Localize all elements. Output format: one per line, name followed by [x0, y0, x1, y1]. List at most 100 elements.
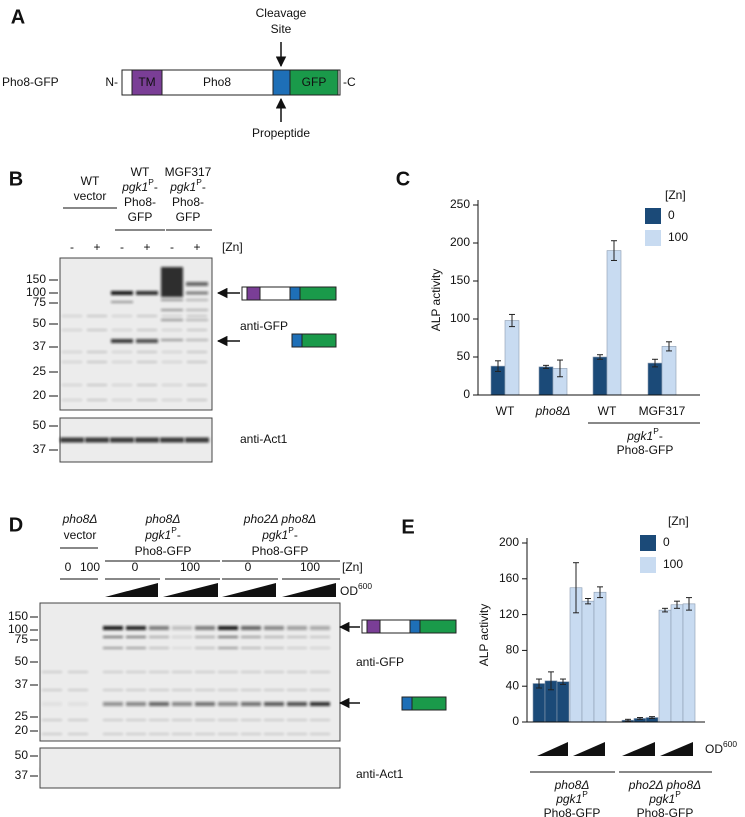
- group-label-run: pgk1: [648, 792, 675, 806]
- legend-title: [Zn]: [665, 188, 686, 202]
- band: [264, 733, 284, 735]
- band: [264, 647, 284, 649]
- band: [87, 361, 107, 363]
- mw-marker: 50: [33, 316, 47, 330]
- group-label: Pho8-GFP: [617, 443, 674, 457]
- domain-label: Pho8: [203, 75, 231, 89]
- group-label-run: pho8Δ: [554, 778, 590, 792]
- mw-marker: 37: [33, 339, 47, 353]
- bar: [670, 604, 684, 723]
- band: [218, 626, 238, 630]
- lane-header-run: Pho8-: [172, 195, 204, 209]
- band: [264, 626, 284, 630]
- band: [103, 671, 123, 673]
- lane-header-run: vector: [64, 528, 97, 542]
- od-triangle: [163, 583, 218, 597]
- mw-marker: 25: [15, 709, 29, 723]
- od-triangle: [537, 742, 568, 756]
- band: [149, 733, 169, 735]
- od-triangle: [660, 742, 693, 756]
- od-triangle: [573, 742, 605, 756]
- y-axis-label: ALP activity: [477, 604, 491, 666]
- error-bar: [662, 607, 668, 613]
- mw-marker: 37: [15, 768, 29, 782]
- lane-header: MGF317: [165, 165, 212, 179]
- panel-label: E: [401, 516, 414, 538]
- error-bar: [611, 240, 617, 261]
- od-label: OD600: [340, 581, 372, 598]
- mini-propeptide: [291, 333, 303, 348]
- band: [149, 719, 169, 721]
- group-label: pgk1P: [648, 789, 681, 806]
- band: [287, 671, 307, 673]
- band: [112, 361, 132, 363]
- bar: [682, 603, 696, 723]
- zn-value: 0: [132, 560, 139, 574]
- error-bar: [495, 360, 501, 372]
- group-label-run: P: [653, 426, 659, 436]
- band: [310, 626, 330, 630]
- band: [87, 384, 107, 386]
- mw-marker: 50: [15, 748, 29, 762]
- construct-name: Pho8-GFP: [2, 75, 59, 89]
- lane-header: GFP: [176, 210, 201, 224]
- band: [310, 719, 330, 721]
- band: [111, 339, 133, 343]
- lane-header: pgk1P-: [169, 177, 206, 194]
- mw-marker: 50: [15, 654, 29, 668]
- lane-header-run: GFP: [176, 210, 201, 224]
- error-bar: [536, 678, 542, 689]
- y-tick-label: 150: [450, 273, 470, 287]
- lane-header: vector: [74, 189, 107, 203]
- od-label-run: 600: [723, 739, 737, 749]
- lane-header-run: pgk1: [144, 528, 171, 542]
- lane-header-run: pgk1: [169, 180, 196, 194]
- legend-label: 100: [668, 230, 688, 244]
- mw-marker: 50: [33, 418, 47, 432]
- band: [195, 671, 215, 673]
- mini-gfp: [299, 286, 337, 301]
- band: [186, 319, 208, 321]
- band: [62, 384, 82, 386]
- band: [287, 733, 307, 735]
- x-tick-label: WT: [598, 404, 617, 418]
- lane-header: pgk1P-: [144, 525, 181, 542]
- lane-header: pgk1P-: [261, 525, 298, 542]
- zn-value: 100: [300, 560, 320, 574]
- band: [287, 636, 307, 638]
- lane-header-run: Pho8-: [124, 195, 156, 209]
- band: [310, 636, 330, 638]
- band: [186, 282, 208, 286]
- group-label: pgk1P: [555, 789, 588, 806]
- band: [149, 636, 169, 638]
- propeptide-domain: [272, 69, 291, 96]
- mw-marker: 37: [15, 677, 29, 691]
- lane-header: Pho8-: [172, 195, 204, 209]
- band: [111, 291, 133, 295]
- band: [172, 626, 192, 630]
- od-label-run: 600: [358, 581, 372, 591]
- band: [310, 647, 330, 649]
- band: [241, 702, 261, 706]
- band: [218, 689, 238, 691]
- antibody-label: anti-Act1: [356, 767, 404, 781]
- od-triangle: [282, 583, 336, 597]
- band: [60, 437, 84, 443]
- band: [149, 671, 169, 673]
- lane-header-run: P: [171, 525, 177, 535]
- legend-swatch: [640, 535, 656, 551]
- lane-header-run: P: [288, 525, 294, 535]
- band: [87, 329, 107, 331]
- band: [195, 636, 215, 638]
- zn-sign: +: [93, 240, 100, 254]
- group-label-run: -: [659, 429, 663, 443]
- band: [310, 702, 330, 706]
- propeptide-label: Propeptide: [252, 126, 310, 140]
- band: [187, 399, 207, 401]
- error-bar: [652, 358, 658, 368]
- lane-header-run: P: [148, 177, 154, 187]
- band: [264, 702, 284, 706]
- antibody-label: anti-Act1: [240, 432, 288, 446]
- mini-tm: [366, 619, 381, 634]
- group-label-run: Pho8-GFP: [617, 443, 674, 457]
